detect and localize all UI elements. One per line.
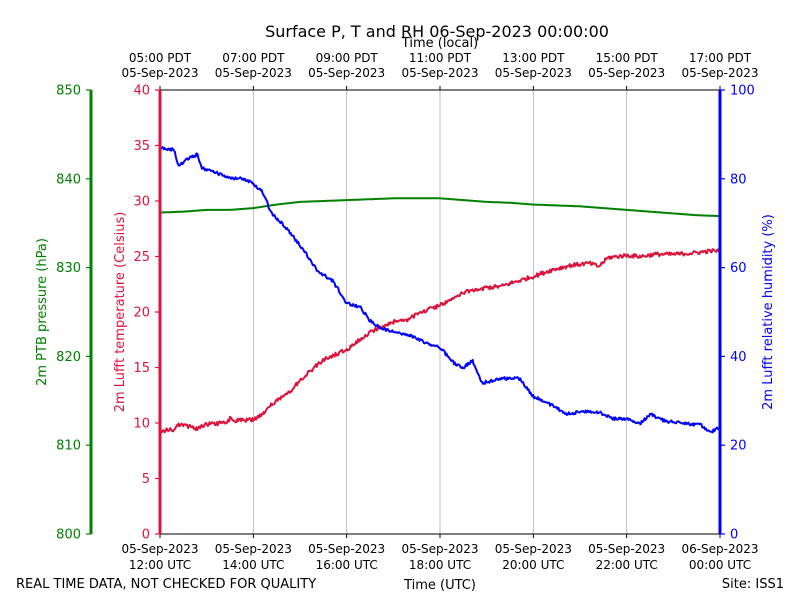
pressure-tick-label: 830: [56, 261, 81, 276]
x-tick-label-top-time: 09:00 PDT: [316, 51, 379, 65]
x-tick-label-top-time: 05:00 PDT: [129, 51, 192, 65]
temperature-tick-label: 10: [133, 417, 150, 432]
top-x-axis-label: Time (local): [401, 36, 478, 51]
x-tick-label-top-time: 13:00 PDT: [502, 51, 565, 65]
x-tick-label-top-time: 17:00 PDT: [689, 51, 752, 65]
pressure-tick-label: 800: [56, 528, 81, 543]
humidity-axis-label: 2m Lufft relative humidity (%): [761, 214, 776, 410]
x-tick-label-top-date: 05-Sep-2023: [495, 66, 572, 80]
temperature-tick-label: 20: [133, 306, 150, 321]
temperature-tick-label: 35: [133, 139, 150, 154]
series-line-humidity: [159, 146, 721, 434]
quality-disclaimer: REAL TIME DATA, NOT CHECKED FOR QUALITY: [16, 577, 316, 592]
x-tick-label-top-date: 05-Sep-2023: [681, 66, 758, 80]
pressure-axis-label: 2m PTB pressure (hPa): [35, 238, 50, 386]
x-tick-label-top-time: 11:00 PDT: [409, 51, 472, 65]
pressure-tick-label: 810: [56, 439, 81, 454]
temperature-tick-label: 40: [133, 84, 150, 99]
humidity-tick-label: 80: [730, 172, 747, 187]
humidity-tick-label: 100: [730, 84, 755, 99]
x-tick-label-bottom-time: 16:00 UTC: [316, 558, 378, 572]
chart-title: Surface P, T and RH 06-Sep-2023 00:00:00: [265, 22, 609, 41]
pressure-tick-label: 850: [56, 84, 81, 99]
x-tick-label-bottom-time: 00:00 UTC: [689, 558, 751, 572]
x-tick-label-bottom-date: 06-Sep-2023: [681, 542, 758, 556]
x-tick-label-top-time: 07:00 PDT: [222, 51, 285, 65]
temperature-tick-label: 15: [133, 361, 150, 376]
temperature-axis-label: 2m Lufft temperature (Celsius): [113, 212, 128, 413]
x-tick-label-bottom-date: 05-Sep-2023: [495, 542, 572, 556]
series-line-pressure: [159, 197, 721, 218]
temperature-tick-label: 25: [133, 250, 150, 265]
series-layer: [159, 146, 721, 434]
x-tick-label-bottom-date: 05-Sep-2023: [121, 542, 198, 556]
temperature-tick-label: 5: [142, 472, 150, 487]
frame-layer: [89, 89, 722, 535]
x-tick-label-top-date: 05-Sep-2023: [401, 66, 478, 80]
x-tick-label-bottom-time: 14:00 UTC: [222, 558, 284, 572]
x-tick-label-bottom-date: 05-Sep-2023: [308, 542, 385, 556]
humidity-tick-label: 40: [730, 350, 747, 365]
humidity-tick-label: 0: [730, 528, 738, 543]
x-tick-label-top-date: 05-Sep-2023: [308, 66, 385, 80]
humidity-tick-label: 20: [730, 439, 747, 454]
x-tick-label-bottom-date: 05-Sep-2023: [588, 542, 665, 556]
x-tick-label-top-time: 15:00 PDT: [596, 51, 659, 65]
temperature-tick-label: 30: [133, 195, 150, 210]
x-tick-label-bottom-date: 05-Sep-2023: [401, 542, 478, 556]
x-tick-label-top-date: 05-Sep-2023: [588, 66, 665, 80]
pressure-tick-label: 840: [56, 172, 81, 187]
series-line-temperature: [159, 248, 721, 434]
tick-layer: 05-Sep-2023 12:00 UTC 05-Sep-2023 14:00 UTC…: [56, 51, 758, 572]
x-tick-label-bottom-time: 12:00 UTC: [129, 558, 191, 572]
pressure-tick-label: 820: [56, 350, 81, 365]
temperature-tick-label: 0: [142, 528, 150, 543]
grid-layer: [252, 90, 628, 534]
site-label: Site: ISS1: [722, 577, 784, 592]
x-tick-label-bottom-time: 22:00 UTC: [596, 558, 658, 572]
x-tick-label-top-date: 05-Sep-2023: [215, 66, 292, 80]
x-tick-label-top-date: 05-Sep-2023: [121, 66, 198, 80]
x-tick-label-bottom-time: 20:00 UTC: [502, 558, 564, 572]
x-tick-label-bottom-time: 18:00 UTC: [409, 558, 471, 572]
bottom-x-axis-label: Time (UTC): [403, 578, 476, 593]
humidity-tick-label: 60: [730, 261, 747, 276]
x-tick-label-bottom-date: 05-Sep-2023: [215, 542, 292, 556]
